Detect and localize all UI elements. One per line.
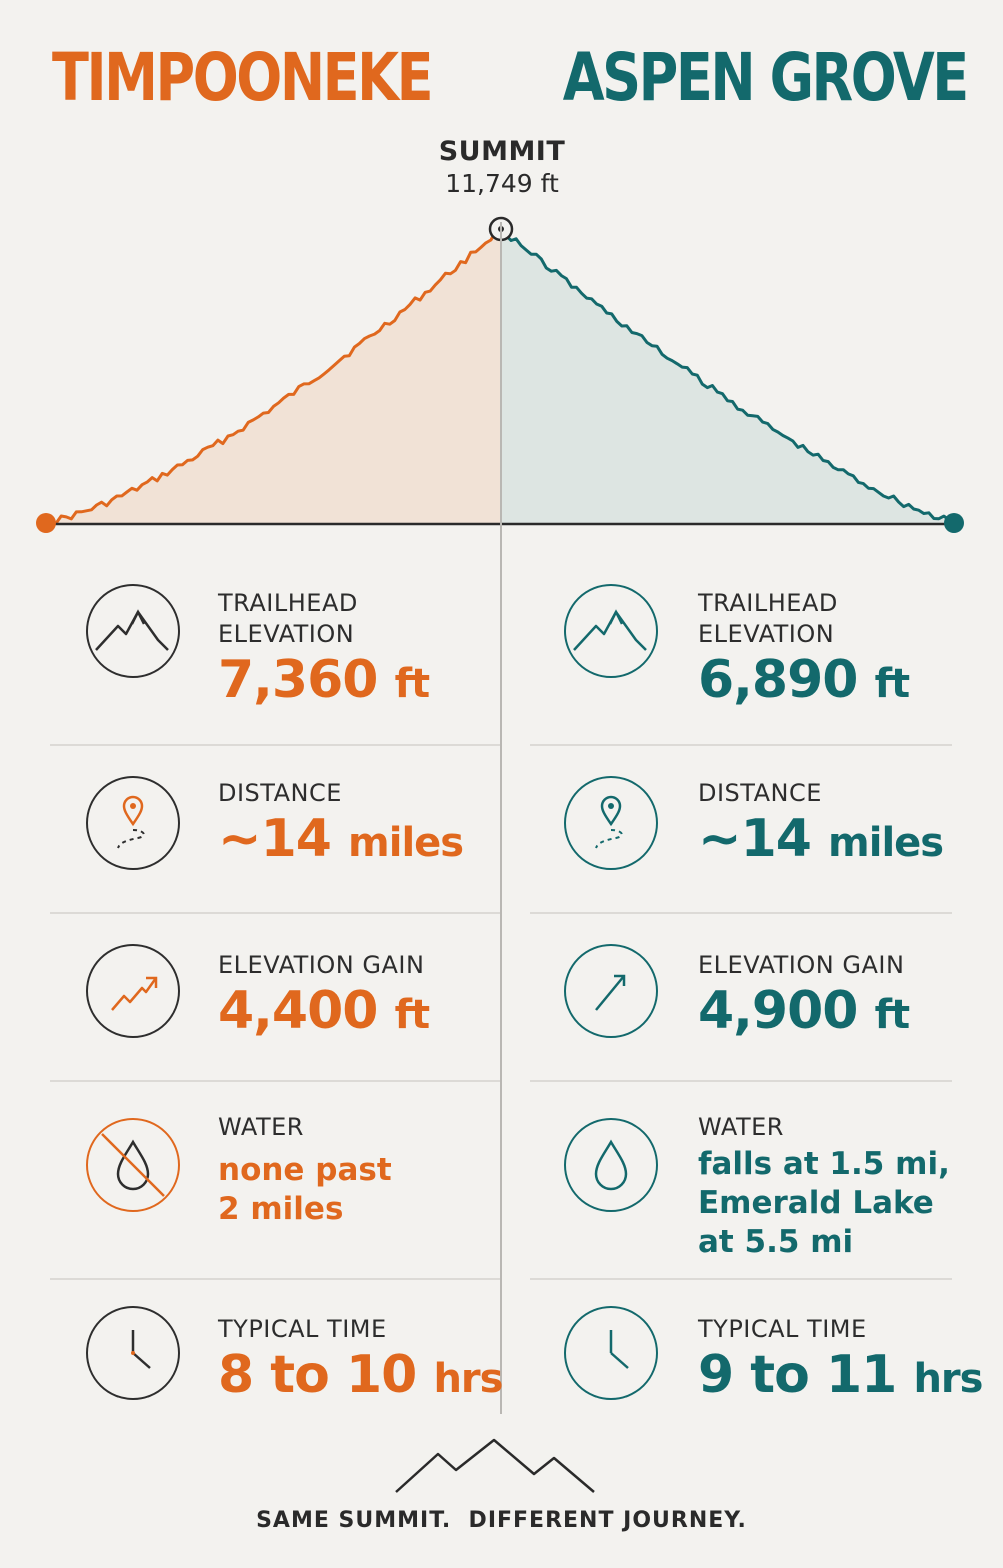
right-trailhead-marker [944, 513, 964, 533]
value-trailhead-elevation: 7,360 ft [218, 650, 430, 710]
value-water-line2: Emerald Lake [698, 1185, 934, 1221]
water-drop-icon [564, 1118, 658, 1212]
right-profile-line [499, 228, 955, 524]
label-typical-time: TYPICAL TIME [698, 1315, 867, 1343]
title-timpooneke: TIMPOONEKE [52, 39, 434, 116]
title-aspen-grove: ASPEN GROVE [562, 39, 970, 116]
stat-row-elevation-gain: ELEVATION GAIN 4,900 ft [530, 912, 952, 1080]
stat-row-distance: DISTANCE ~14 miles [530, 744, 952, 912]
left-profile-line [45, 227, 502, 526]
stat-row-trailhead-elevation: TRAILHEAD ELEVATION 7,360 ft [50, 548, 500, 744]
label-elevation: ELEVATION [218, 620, 355, 648]
arrow-up-right-icon [564, 944, 658, 1038]
elevation-profile [36, 216, 964, 533]
stat-row-water: WATER falls at 1.5 mi, Emerald Lake at 5… [530, 1080, 952, 1278]
center-divider [500, 222, 502, 1414]
clock-icon [86, 1306, 180, 1400]
value-typical-time: 9 to 11 hrs [698, 1345, 983, 1405]
mountain-range-icon [395, 1438, 595, 1493]
summit-label: SUMMIT 11,749 ft [372, 138, 632, 196]
value-water-line2: 2 miles [218, 1191, 344, 1227]
label-water: WATER [698, 1113, 784, 1141]
label-distance: DISTANCE [218, 779, 342, 807]
aspen-grove-stats: TRAILHEAD ELEVATION 6,890 ft DISTANCE ~1… [530, 548, 983, 1440]
mountain-icon [564, 584, 658, 678]
label-trailhead: TRAILHEAD [218, 589, 358, 617]
summit-title: SUMMIT [438, 136, 566, 167]
label-distance: DISTANCE [698, 779, 822, 807]
stat-row-elevation-gain: ELEVATION GAIN 4,400 ft [50, 912, 500, 1080]
label-elevation-gain: ELEVATION GAIN [218, 951, 425, 979]
value-trailhead-elevation: 6,890 ft [698, 650, 910, 710]
trend-up-icon [86, 944, 180, 1038]
stat-row-distance: DISTANCE ~14 miles [50, 744, 500, 912]
stat-row-trailhead-elevation: TRAILHEAD ELEVATION 6,890 ft [530, 548, 952, 744]
stat-row-typical-time: TYPICAL TIME 9 to 11 hrs [530, 1278, 983, 1440]
value-distance: ~14 miles [218, 809, 464, 869]
map-pin-icon [564, 776, 658, 870]
clock-icon [564, 1306, 658, 1400]
stat-row-typical-time: TYPICAL TIME 8 to 10 hrs [50, 1278, 503, 1440]
value-water-line1: falls at 1.5 mi, [698, 1146, 950, 1182]
map-pin-icon [86, 776, 180, 870]
value-typical-time: 8 to 10 hrs [218, 1345, 503, 1405]
right-profile-fill [501, 229, 954, 524]
no-water-icon [86, 1118, 180, 1212]
label-elevation-gain: ELEVATION GAIN [698, 951, 905, 979]
value-elevation-gain: 4,900 ft [698, 981, 910, 1041]
label-elevation: ELEVATION [698, 620, 835, 648]
value-distance: ~14 miles [698, 809, 944, 869]
mountain-icon [86, 584, 180, 678]
label-typical-time: TYPICAL TIME [218, 1315, 387, 1343]
value-water-line1: none past [218, 1152, 392, 1188]
left-profile-fill [46, 229, 501, 524]
summit-elevation: 11,749 ft [445, 169, 559, 198]
timpooneke-stats: TRAILHEAD ELEVATION 7,360 ft DISTANCE ~1… [50, 548, 503, 1440]
value-elevation-gain: 4,400 ft [218, 981, 430, 1041]
stat-row-water: WATER none past 2 miles [50, 1080, 500, 1278]
label-trailhead: TRAILHEAD [698, 589, 838, 617]
left-trailhead-marker [36, 513, 56, 533]
label-water: WATER [218, 1113, 304, 1141]
value-water-line3: at 5.5 mi [698, 1224, 854, 1260]
footer-tagline: SAME SUMMIT. DIFFERENT JOURNEY. [256, 1508, 747, 1533]
